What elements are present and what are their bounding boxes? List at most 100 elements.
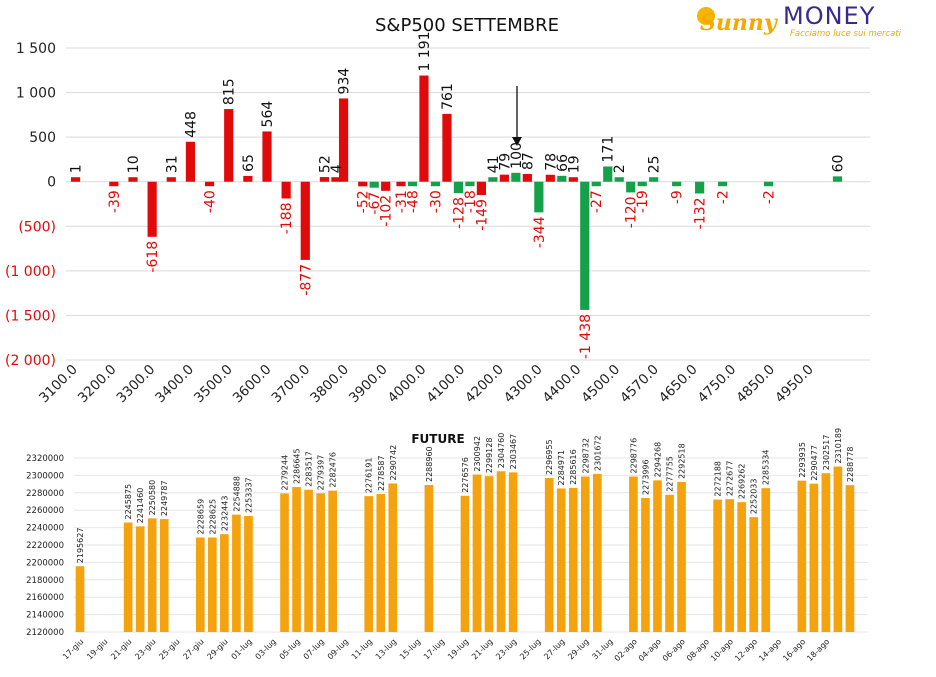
data-label: -128 [451,197,467,229]
future-bar [665,494,674,632]
options-chart: S&P500 SETTEMBRE 1 500 1 000 500 0 (500) (1 0… [5,15,870,406]
future-gridlines [74,457,868,633]
x-tick-label: 4300.0 [501,362,546,407]
future-x-tick-label: 05-lug [278,637,302,661]
y-axis-ticks: 1 500 1 000 500 0 (500) (1 000) (1 500) (2 000) [5,41,56,369]
bar [147,181,157,237]
data-label: -1 438 [578,314,594,359]
data-label: -19 [635,190,651,213]
data-label: -18 [463,190,479,213]
data-label: 65 [241,154,257,172]
x-tick-label: 4950.0 [772,362,817,407]
data-label: -30 [428,190,444,213]
y-tick-label: 1 500 [16,41,56,57]
x-tick-label: 3800.0 [307,362,352,407]
future-title: FUTURE [411,432,464,446]
down-arrow-icon [512,86,522,146]
future-data-label: 2302517 [822,435,831,471]
future-data-label: 2294268 [653,442,662,478]
future-bar [472,474,482,632]
future-bar [713,499,722,632]
future-x-tick-label: 21-giu [109,637,133,661]
data-label: -344 [532,216,548,248]
future-bar [388,483,398,632]
future-x-tick-label: 18-ago [805,637,831,663]
future-x-tick-label: 11-lug [350,637,374,661]
bar [522,173,532,182]
future-x-tick-label: 14-ago [757,637,783,663]
data-label: 25 [647,155,663,173]
data-label: -27 [589,190,605,213]
bar [832,176,843,182]
future-x-tick-label: 25-giu [157,637,181,661]
future-data-label: 2304760 [497,433,506,469]
y-tick-label: (2 000) [5,353,56,369]
future-x-tick-label: 10-ago [709,637,735,663]
future-data-label: 2290742 [389,445,398,481]
future-bar [484,476,494,632]
data-label: 66 [555,154,571,172]
data-label: 10 [126,155,142,173]
bar [338,98,349,182]
future-bar [316,493,325,632]
future-data-label: 2300942 [473,436,482,472]
bar [580,181,590,310]
future-x-tick-label: 13-lug [374,637,398,661]
data-label: 19 [566,155,582,173]
future-data-label: 2303467 [509,434,518,470]
future-bar [195,537,205,632]
future-data-label: 2285616 [569,449,578,485]
future-data-label: 2241460 [136,488,145,524]
y-tick-label: 0 [47,175,56,191]
future-data-label: 2195627 [76,528,85,564]
bar [672,181,682,187]
data-label: -9 [670,190,686,204]
y-tick-label: (1 000) [5,264,56,280]
bar [695,181,705,194]
future-bar [761,488,771,632]
logo-tagline: Facciamo luce sui mercati [790,29,902,39]
sunny-money-logo: Sunny MONEY Facciamo luce sui mercati [697,2,902,39]
future-data-label: 2279397 [317,455,326,491]
data-label: -40 [203,190,219,213]
data-label: 934 [337,68,353,95]
future-x-tick-label: 29-giu [205,637,229,661]
data-label: -618 [145,241,161,273]
future-data-label: 2273996 [641,459,650,495]
future-bar [147,518,157,632]
y-tick-label: (500) [18,219,56,235]
data-label: -149 [474,199,490,231]
bar [511,172,521,182]
future-bar [677,481,686,632]
future-bar [135,526,145,632]
bar [568,177,578,182]
future-data-label: 2283517 [305,451,314,487]
future-data-label: 2288778 [846,447,855,483]
data-label: 761 [440,83,456,110]
bar [545,174,555,182]
data-label: 564 [260,101,276,128]
data-label: -132 [693,197,709,229]
future-bar [845,485,855,632]
bar [718,181,728,187]
future-bar [220,534,229,632]
future-data-label: 2282476 [329,452,338,488]
data-label: 1 [69,164,85,173]
bar [369,181,379,188]
future-bar [304,489,313,632]
future-x-tick-label: 07-lug [302,637,326,661]
future-x-tick-label: 04-ago [637,637,663,663]
future-data-label: 2278587 [377,455,386,491]
future-data-label: 2292518 [678,443,687,479]
future-x-tick-label: 17-giu [61,637,85,661]
bar [557,175,567,182]
bar [243,175,253,182]
data-label: -31 [394,190,410,213]
future-bar [292,487,301,632]
future-x-tick-label: 15-lug [398,637,422,661]
data-label: 79 [497,153,513,171]
future-x-axis-ticks: 17-giu 19-giu 21-giu 23-giu 25-giu 27-giu 29-g… [61,637,831,663]
future-data-label: 2245875 [124,484,133,520]
future-y-axis-ticks: 2320000 2300000 2280000 2260000 2240000 22200… [26,454,64,638]
x-tick-label: 3500.0 [191,362,236,407]
